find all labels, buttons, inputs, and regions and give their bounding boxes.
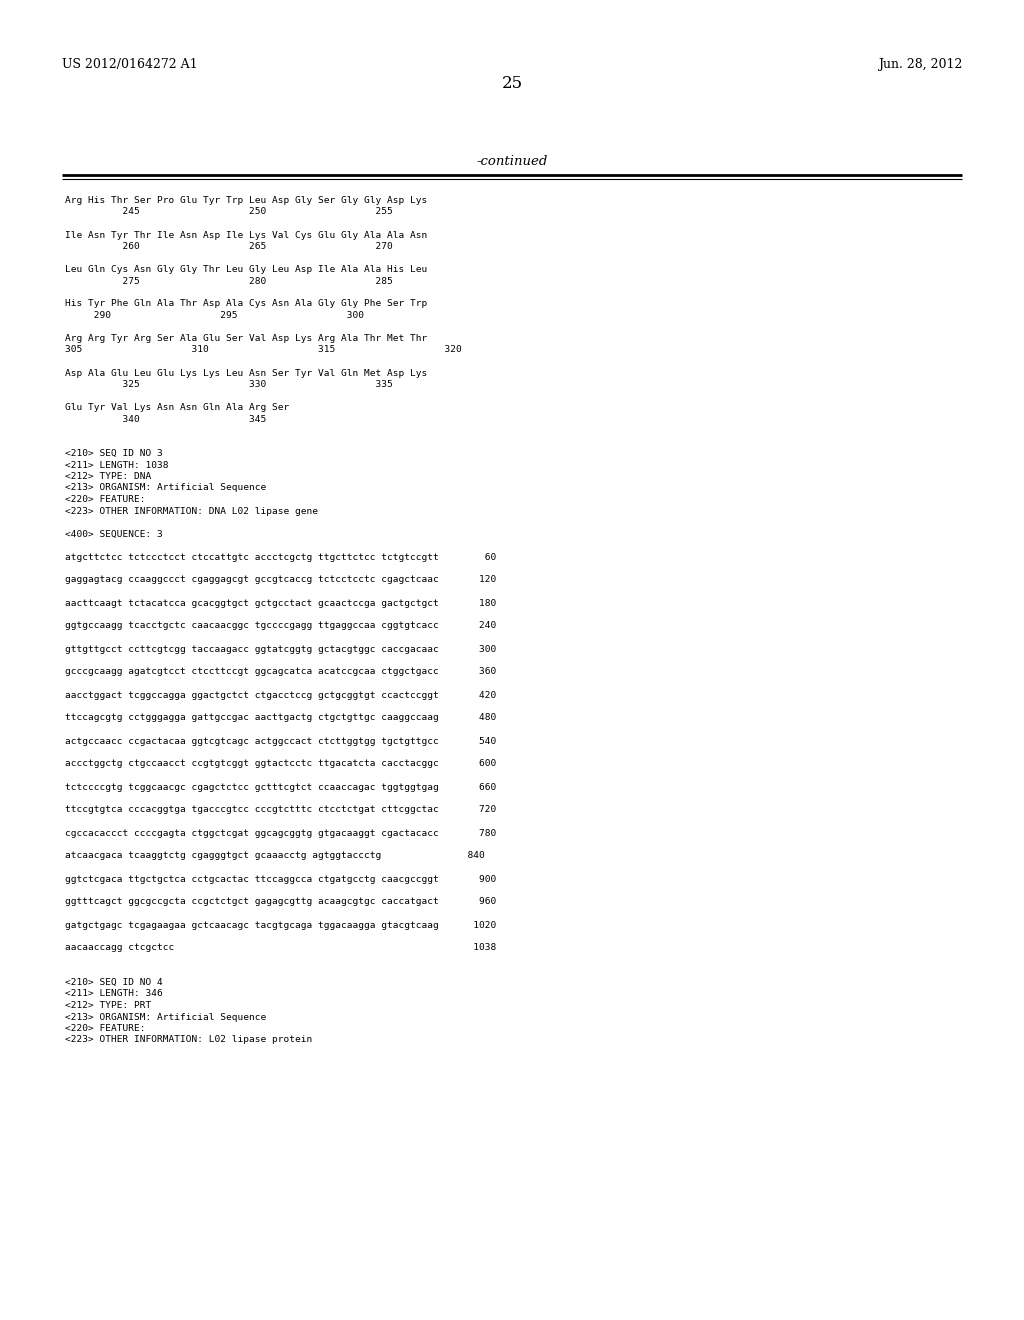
Text: aacttcaagt tctacatcca gcacggtgct gctgcctact gcaactccga gactgctgct       180: aacttcaagt tctacatcca gcacggtgct gctgcct… xyxy=(65,598,497,607)
Text: <220> FEATURE:: <220> FEATURE: xyxy=(65,1024,145,1034)
Text: ttccagcgtg cctgggagga gattgccgac aacttgactg ctgctgttgc caaggccaag       480: ttccagcgtg cctgggagga gattgccgac aacttga… xyxy=(65,714,497,722)
Text: <210> SEQ ID NO 4: <210> SEQ ID NO 4 xyxy=(65,978,163,987)
Text: gttgttgcct ccttcgtcgg taccaagacc ggtatcggtg gctacgtggc caccgacaac       300: gttgttgcct ccttcgtcgg taccaagacc ggtatcg… xyxy=(65,644,497,653)
Text: tctccccgtg tcggcaacgc cgagctctcc gctttcgtct ccaaccagac tggtggtgag       660: tctccccgtg tcggcaacgc cgagctctcc gctttcg… xyxy=(65,783,497,792)
Text: 260                   265                   270: 260 265 270 xyxy=(65,242,393,251)
Text: aacctggact tcggccagga ggactgctct ctgacctccg gctgcggtgt ccactccggt       420: aacctggact tcggccagga ggactgctct ctgacct… xyxy=(65,690,497,700)
Text: <212> TYPE: PRT: <212> TYPE: PRT xyxy=(65,1001,152,1010)
Text: atgcttctcc tctccctcct ctccattgtc accctcgctg ttgcttctcc tctgtccgtt        60: atgcttctcc tctccctcct ctccattgtc accctcg… xyxy=(65,553,497,561)
Text: <223> OTHER INFORMATION: L02 lipase protein: <223> OTHER INFORMATION: L02 lipase prot… xyxy=(65,1035,312,1044)
Text: gaggagtacg ccaaggccct cgaggagcgt gccgtcaccg tctcctcctc cgagctcaac       120: gaggagtacg ccaaggccct cgaggagcgt gccgtca… xyxy=(65,576,497,585)
Text: -continued: -continued xyxy=(476,154,548,168)
Text: 340                   345: 340 345 xyxy=(65,414,266,424)
Text: 290                   295                   300: 290 295 300 xyxy=(65,312,364,319)
Text: ggtgccaagg tcacctgctc caacaacggc tgccccgagg ttgaggccaa cggtgtcacc       240: ggtgccaagg tcacctgctc caacaacggc tgccccg… xyxy=(65,622,497,631)
Text: His Tyr Phe Gln Ala Thr Asp Ala Cys Asn Ala Gly Gly Phe Ser Trp: His Tyr Phe Gln Ala Thr Asp Ala Cys Asn … xyxy=(65,300,427,309)
Text: <211> LENGTH: 1038: <211> LENGTH: 1038 xyxy=(65,461,169,470)
Text: accctggctg ctgccaacct ccgtgtcggt ggtactcctc ttgacatcta cacctacggc       600: accctggctg ctgccaacct ccgtgtcggt ggtactc… xyxy=(65,759,497,768)
Text: Glu Tyr Val Lys Asn Asn Gln Ala Arg Ser: Glu Tyr Val Lys Asn Asn Gln Ala Arg Ser xyxy=(65,403,289,412)
Text: actgccaacc ccgactacaa ggtcgtcagc actggccact ctcttggtgg tgctgttgcc       540: actgccaacc ccgactacaa ggtcgtcagc actggcc… xyxy=(65,737,497,746)
Text: atcaacgaca tcaaggtctg cgagggtgct gcaaacctg agtggtaccctg               840: atcaacgaca tcaaggtctg cgagggtgct gcaaacc… xyxy=(65,851,484,861)
Text: ttccgtgtca cccacggtga tgacccgtcc cccgtctttc ctcctctgat cttcggctac       720: ttccgtgtca cccacggtga tgacccgtcc cccgtct… xyxy=(65,805,497,814)
Text: ggtctcgaca ttgctgctca cctgcactac ttccaggcca ctgatgcctg caacgccggt       900: ggtctcgaca ttgctgctca cctgcactac ttccagg… xyxy=(65,874,497,883)
Text: Leu Gln Cys Asn Gly Gly Thr Leu Gly Leu Asp Ile Ala Ala His Leu: Leu Gln Cys Asn Gly Gly Thr Leu Gly Leu … xyxy=(65,265,427,275)
Text: <223> OTHER INFORMATION: DNA L02 lipase gene: <223> OTHER INFORMATION: DNA L02 lipase … xyxy=(65,507,318,516)
Text: 305                   310                   315                   320: 305 310 315 320 xyxy=(65,346,462,355)
Text: US 2012/0164272 A1: US 2012/0164272 A1 xyxy=(62,58,198,71)
Text: <212> TYPE: DNA: <212> TYPE: DNA xyxy=(65,473,152,480)
Text: gcccgcaagg agatcgtcct ctccttccgt ggcagcatca acatccgcaa ctggctgacc       360: gcccgcaagg agatcgtcct ctccttccgt ggcagca… xyxy=(65,668,497,676)
Text: gatgctgagc tcgagaagaa gctcaacagc tacgtgcaga tggacaagga gtacgtcaag      1020: gatgctgagc tcgagaagaa gctcaacagc tacgtgc… xyxy=(65,920,497,929)
Text: Arg Arg Tyr Arg Ser Ala Glu Ser Val Asp Lys Arg Ala Thr Met Thr: Arg Arg Tyr Arg Ser Ala Glu Ser Val Asp … xyxy=(65,334,427,343)
Text: 325                   330                   335: 325 330 335 xyxy=(65,380,393,389)
Text: 25: 25 xyxy=(502,75,522,92)
Text: Ile Asn Tyr Thr Ile Asn Asp Ile Lys Val Cys Glu Gly Ala Ala Asn: Ile Asn Tyr Thr Ile Asn Asp Ile Lys Val … xyxy=(65,231,427,239)
Text: 275                   280                   285: 275 280 285 xyxy=(65,276,393,285)
Text: Jun. 28, 2012: Jun. 28, 2012 xyxy=(878,58,962,71)
Text: Asp Ala Glu Leu Glu Lys Lys Leu Asn Ser Tyr Val Gln Met Asp Lys: Asp Ala Glu Leu Glu Lys Lys Leu Asn Ser … xyxy=(65,368,427,378)
Text: 245                   250                   255: 245 250 255 xyxy=(65,207,393,216)
Text: <211> LENGTH: 346: <211> LENGTH: 346 xyxy=(65,990,163,998)
Text: <220> FEATURE:: <220> FEATURE: xyxy=(65,495,145,504)
Text: cgccacaccct ccccgagta ctggctcgat ggcagcggtg gtgacaaggt cgactacacc       780: cgccacaccct ccccgagta ctggctcgat ggcagcg… xyxy=(65,829,497,837)
Text: Arg His Thr Ser Pro Glu Tyr Trp Leu Asp Gly Ser Gly Gly Asp Lys: Arg His Thr Ser Pro Glu Tyr Trp Leu Asp … xyxy=(65,195,427,205)
Text: aacaaccagg ctcgctcc                                                    1038: aacaaccagg ctcgctcc 1038 xyxy=(65,944,497,953)
Text: ggtttcagct ggcgccgcta ccgctctgct gagagcgttg acaagcgtgc caccatgact       960: ggtttcagct ggcgccgcta ccgctctgct gagagcg… xyxy=(65,898,497,907)
Text: <210> SEQ ID NO 3: <210> SEQ ID NO 3 xyxy=(65,449,163,458)
Text: <400> SEQUENCE: 3: <400> SEQUENCE: 3 xyxy=(65,529,163,539)
Text: <213> ORGANISM: Artificial Sequence: <213> ORGANISM: Artificial Sequence xyxy=(65,483,266,492)
Text: <213> ORGANISM: Artificial Sequence: <213> ORGANISM: Artificial Sequence xyxy=(65,1012,266,1022)
